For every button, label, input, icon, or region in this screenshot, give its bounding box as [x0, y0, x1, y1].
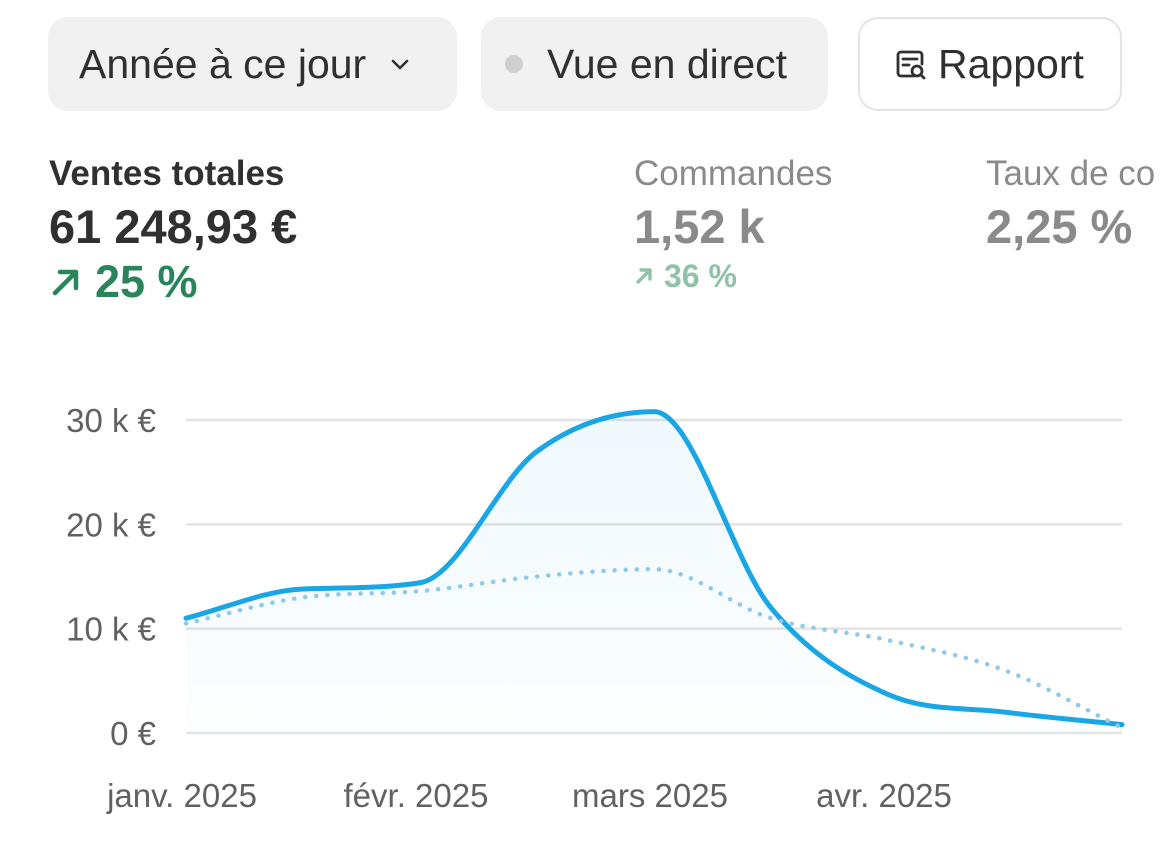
- series-line-current[interactable]: [183, 409, 1125, 728]
- chevron-down-icon: [391, 59, 409, 70]
- period-select-label: Année à ce jour: [79, 40, 367, 87]
- arrow-up-right-icon: [636, 268, 652, 284]
- metric-label: Ventes totales: [49, 154, 285, 193]
- report-search-icon: [896, 50, 926, 80]
- series-line-comparison[interactable]: [183, 566, 1125, 731]
- metric-delta-value: 25 %: [95, 256, 198, 307]
- metric-value: 2,25 %: [986, 200, 1133, 253]
- report-label: Rapport: [938, 40, 1084, 87]
- sales-chart-svg: 0 € 10 k € 20 k € 30 k € janv. 2025 févr. 202…: [66, 402, 1125, 814]
- metric-label: Commandes: [634, 154, 833, 193]
- metric-value: 61 248,93 €: [49, 200, 298, 253]
- period-select-button[interactable]: Année à ce jour: [48, 17, 457, 111]
- live-dot-icon: [505, 55, 523, 73]
- x-tick-label: mars 2025: [572, 777, 728, 814]
- report-button[interactable]: Rapport: [858, 17, 1122, 111]
- live-view-button[interactable]: Vue en direct: [481, 17, 828, 111]
- sales-chart[interactable]: 0 € 10 k € 20 k € 30 k € janv. 2025 févr. 202…: [0, 380, 1170, 851]
- metric-total-sales[interactable]: Ventes totales 61 248,93 € 25 %: [49, 152, 297, 308]
- live-view-label: Vue en direct: [547, 40, 788, 87]
- metric-delta-value: 36 %: [664, 258, 737, 294]
- metric-conversion-rate[interactable]: Taux de co 2,25 %: [986, 152, 1155, 256]
- metric-value: 1,52 k: [634, 200, 765, 253]
- x-tick-label: févr. 2025: [344, 777, 489, 814]
- y-tick-label: 20 k €: [66, 506, 156, 543]
- x-tick-label: janv. 2025: [106, 777, 257, 814]
- metric-delta: 36 %: [634, 256, 832, 296]
- metric-label: Taux de co: [986, 154, 1156, 193]
- x-tick-label: avr. 2025: [816, 777, 952, 814]
- y-tick-label: 30 k €: [66, 402, 156, 439]
- metric-delta: 25 %: [49, 256, 297, 308]
- series-area: [186, 411, 1122, 733]
- y-tick-label: 10 k €: [66, 611, 156, 648]
- arrow-up-right-icon: [52, 269, 79, 296]
- metric-orders[interactable]: Commandes 1,52 k 36 %: [634, 152, 832, 296]
- y-tick-label: 0 €: [110, 715, 156, 752]
